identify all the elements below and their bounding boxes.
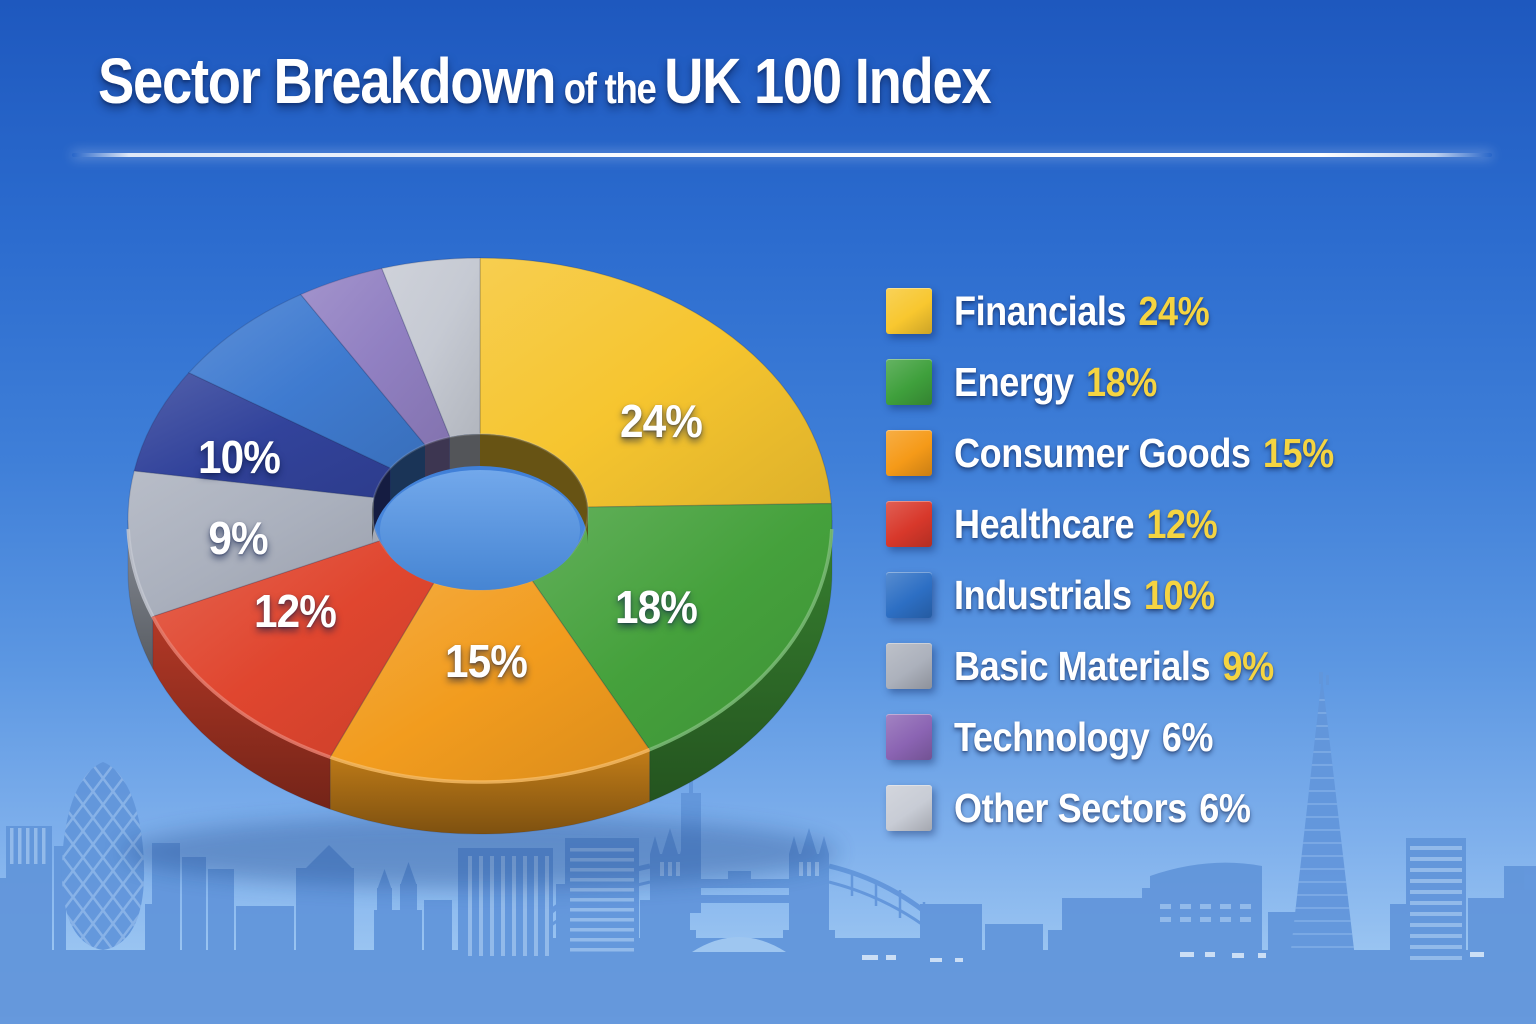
- legend-value: 10%: [1143, 571, 1215, 618]
- donut-hole-wall: [371, 497, 374, 544]
- title-part-2: of the: [563, 65, 657, 113]
- legend-swatch: [886, 501, 932, 547]
- legend-label: Other Sectors: [954, 784, 1187, 831]
- donut-hole-wall: [373, 468, 391, 530]
- title-part-1: Sector Breakdown: [98, 45, 557, 117]
- donut-hole-wall: [390, 444, 425, 501]
- legend-item: Other Sectors 6%: [886, 785, 1386, 831]
- title-part-3: UK 100 Index: [664, 45, 992, 117]
- donut-rim-highlight: [126, 529, 155, 618]
- legend-label: Consumer Goods: [954, 429, 1251, 476]
- legend-swatch: [886, 785, 932, 831]
- legend-swatch: [886, 714, 932, 760]
- legend-swatch: [886, 643, 932, 689]
- page-title: Sector Breakdown of the UK 100 Index: [98, 45, 992, 117]
- legend-label: Energy: [954, 358, 1074, 405]
- donut-shadow: [122, 816, 838, 888]
- donut-hole-wall: [449, 434, 480, 470]
- legend-swatch: [886, 288, 932, 334]
- bridge-arch: [692, 937, 786, 952]
- donut-hole-floor: [380, 470, 580, 590]
- legend-value: 6%: [1199, 784, 1251, 831]
- legend-value: 6%: [1161, 713, 1214, 760]
- legend-item: Basic Materials 9%: [886, 643, 1386, 689]
- legend-label: Basic Materials: [954, 642, 1211, 689]
- donut-rim-highlight: [151, 615, 331, 759]
- legend-swatch: [886, 359, 932, 405]
- legend-label: Industrials: [954, 571, 1132, 618]
- legend-label: Healthcare: [954, 500, 1135, 547]
- legend-item: Consumer Goods 15%: [886, 430, 1386, 476]
- legend-item: Financials 24%: [886, 288, 1386, 334]
- legend-item: Energy 18%: [886, 359, 1386, 405]
- legend-item: Industrials 10%: [886, 572, 1386, 618]
- legend-value: 15%: [1262, 429, 1334, 476]
- donut-rim-highlight: [329, 747, 651, 784]
- legend-value: 24%: [1138, 287, 1210, 334]
- legend-value: 18%: [1086, 358, 1157, 405]
- donut-hole-wall: [425, 437, 450, 477]
- legend-swatch: [886, 430, 932, 476]
- ground-window-dashes: [862, 952, 1484, 962]
- legend-value: 12%: [1146, 500, 1218, 547]
- donut-rim-highlight: [648, 529, 834, 752]
- chart-legend: Financials 24% Energy 18% Consumer Goods 15…: [886, 288, 1386, 831]
- legend-swatch: [886, 572, 932, 618]
- title-divider: [72, 153, 1492, 157]
- donut-hole-wall: [480, 434, 588, 540]
- legend-item: Healthcare 12%: [886, 501, 1386, 547]
- legend-label: Financials: [954, 287, 1127, 334]
- legend-item: Technology 6%: [886, 714, 1386, 760]
- legend-value: 9%: [1222, 642, 1274, 689]
- legend-label: Technology: [954, 713, 1150, 760]
